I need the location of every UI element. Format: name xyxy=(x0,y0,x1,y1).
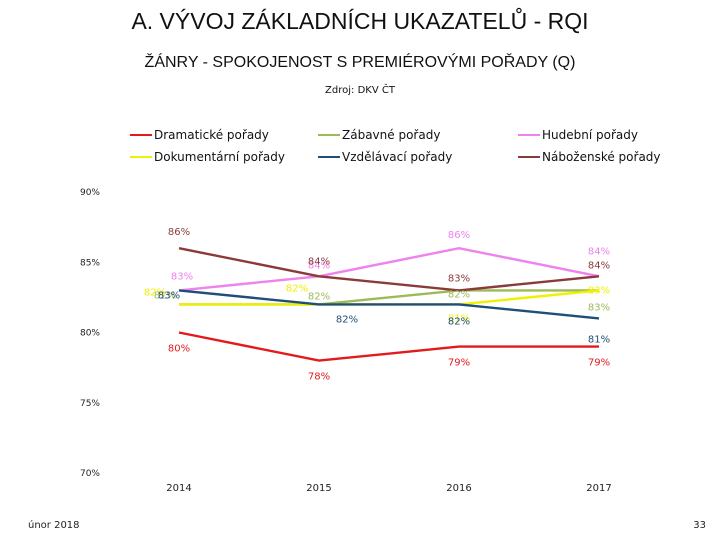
data-label: 84% xyxy=(308,260,330,271)
data-label: 82% xyxy=(308,291,330,302)
chart-subtitle: ŽÁNRY - SPOKOJENOST S PREMIÉROVÝMI POŘAD… xyxy=(144,54,576,71)
data-label: 86% xyxy=(168,227,190,238)
footer-date: únor 2018 xyxy=(28,520,80,531)
series-line xyxy=(178,247,600,292)
data-label: 81% xyxy=(448,313,470,324)
data-label: 84% xyxy=(588,246,610,257)
data-label: 84% xyxy=(308,256,330,267)
data-label: 79% xyxy=(448,358,470,369)
data-label: 81% xyxy=(588,334,610,345)
y-tick-label: 75% xyxy=(80,399,100,409)
data-label: 83% xyxy=(588,302,610,313)
page-number: 33 xyxy=(693,520,706,531)
x-tick-label: 2015 xyxy=(306,483,331,494)
x-tick-label: 2017 xyxy=(586,483,611,494)
data-label: 83% xyxy=(171,271,193,282)
data-label: 86% xyxy=(448,230,470,241)
data-label: 84% xyxy=(588,260,610,271)
data-label: 82% xyxy=(448,289,470,300)
data-label: 82% xyxy=(448,316,470,327)
series-line xyxy=(178,331,599,362)
y-tick-label: 90% xyxy=(80,188,100,198)
series-line xyxy=(178,246,600,292)
data-label: 83% xyxy=(448,273,470,284)
data-label: 83% xyxy=(588,285,610,296)
y-tick-label: 85% xyxy=(80,258,100,268)
x-tick-label: 2014 xyxy=(166,483,191,494)
data-label: 78% xyxy=(308,372,330,383)
series-line xyxy=(178,289,600,320)
data-label: 79% xyxy=(588,358,610,369)
y-tick-label: 70% xyxy=(80,469,100,479)
y-tick-label: 80% xyxy=(80,329,100,339)
data-label: 82% xyxy=(154,290,176,301)
data-label: 80% xyxy=(168,344,190,355)
data-label: 83% xyxy=(158,290,180,301)
data-source: Zdroj: DKV ČT xyxy=(325,85,395,96)
data-label: 82% xyxy=(286,283,308,294)
data-label: 82% xyxy=(144,287,166,298)
x-tick-label: 2016 xyxy=(446,483,471,494)
data-label: 82% xyxy=(336,314,358,325)
page-title: A. VÝVOJ ZÁKLADNÍCH UKAZATELŮ - RQI xyxy=(131,8,589,34)
